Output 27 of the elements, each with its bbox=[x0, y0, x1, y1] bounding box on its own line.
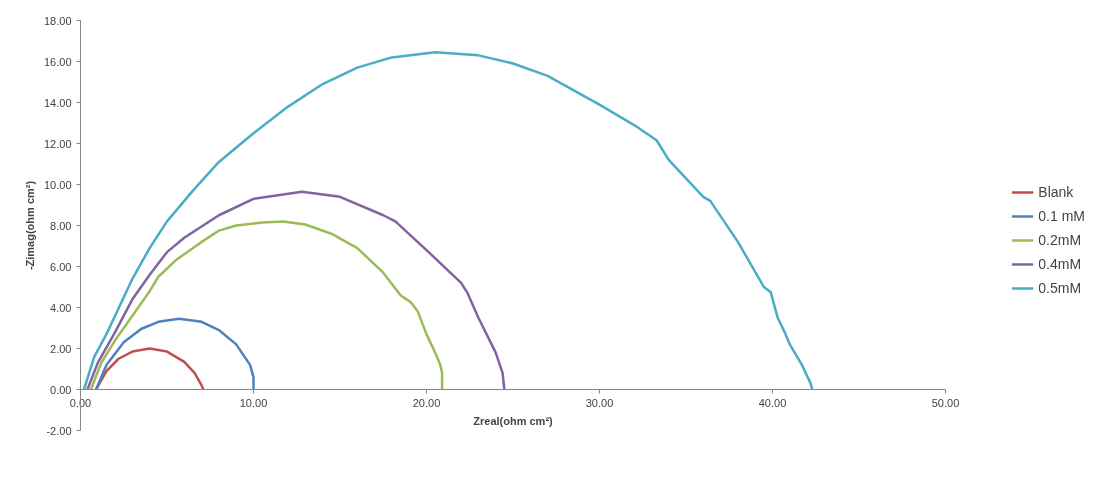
y-tick-label: 18.00 bbox=[43, 14, 72, 27]
legend-label: 0.5mM bbox=[1038, 280, 1082, 296]
legend-label: 0.1 mM bbox=[1038, 208, 1085, 224]
y-tick-label: 0.00 bbox=[50, 383, 72, 396]
y-tick-label: 16.00 bbox=[43, 55, 72, 68]
y-tick-label: 14.00 bbox=[43, 96, 72, 109]
legend-label: 0.4mM bbox=[1038, 256, 1082, 272]
legend-label: Blank bbox=[1038, 184, 1074, 200]
y-tick-label: 10.00 bbox=[43, 178, 72, 191]
y-tick-label: 6.00 bbox=[50, 260, 72, 273]
y-tick-label: 8.00 bbox=[50, 219, 72, 232]
y-tick-label: -2.00 bbox=[46, 424, 72, 437]
y-tick-label: 12.00 bbox=[43, 137, 72, 150]
legend-label: 0.2mM bbox=[1038, 232, 1082, 248]
y-tick-label: 4.00 bbox=[50, 301, 72, 314]
x-tick-label: 40.00 bbox=[758, 396, 787, 409]
line-series bbox=[89, 220, 444, 391]
y-axis-title: -Zimag(ohm cm²) bbox=[23, 180, 36, 271]
x-axis-title: Zreal(ohm cm²) bbox=[473, 414, 554, 427]
line-series bbox=[82, 51, 814, 391]
line-series bbox=[86, 190, 506, 391]
x-tick-label: 10.00 bbox=[239, 396, 268, 409]
x-tick-label: 50.00 bbox=[931, 396, 960, 409]
line-series bbox=[94, 317, 255, 391]
y-tick-label: 2.00 bbox=[50, 342, 72, 355]
x-tick-label: 20.00 bbox=[412, 396, 441, 409]
x-tick-label: 30.00 bbox=[585, 396, 614, 409]
